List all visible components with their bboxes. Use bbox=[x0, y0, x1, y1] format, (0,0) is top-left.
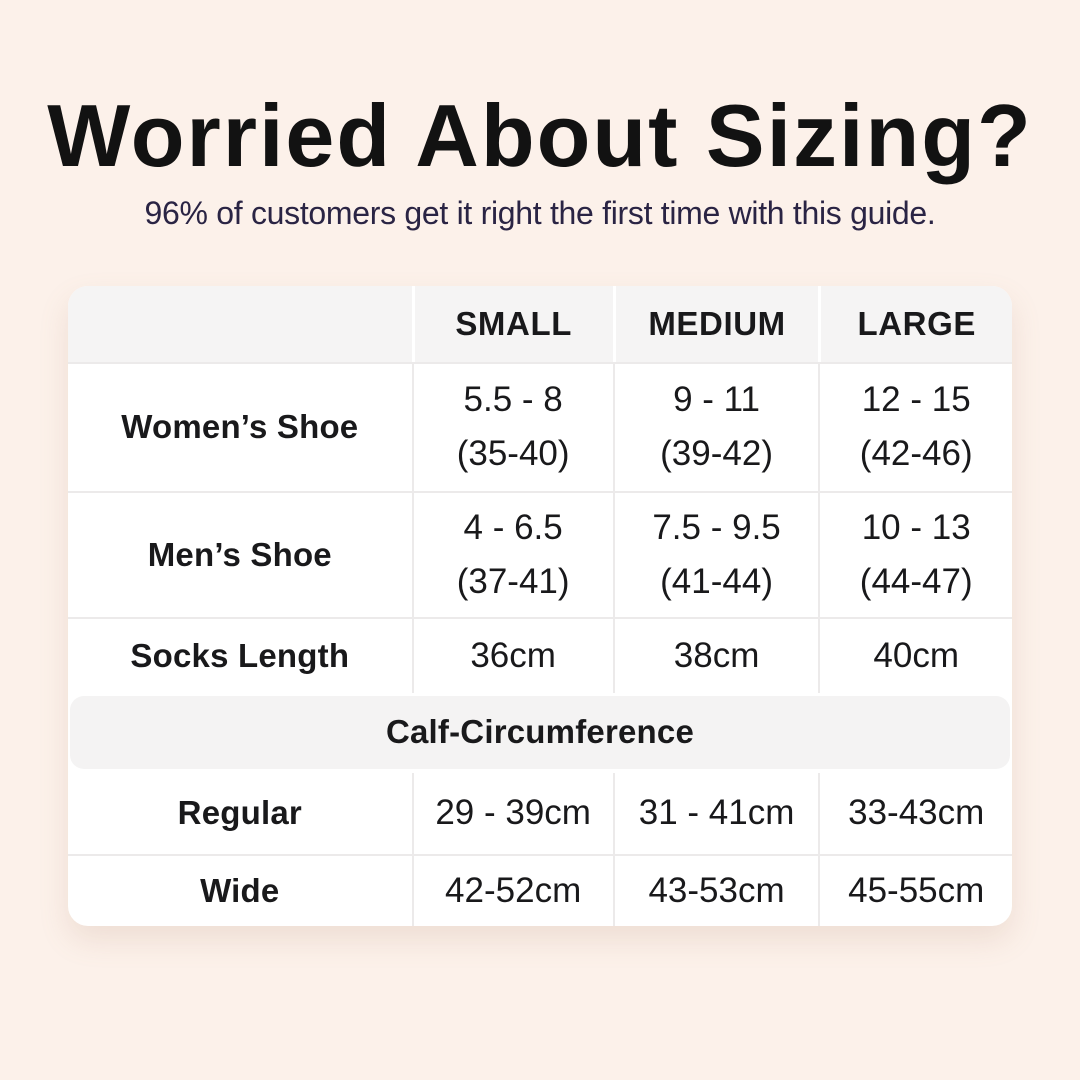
cell-socks-small: 36cm bbox=[411, 616, 613, 693]
cell-value-sub: (39-42) bbox=[660, 434, 773, 474]
col-header-medium: MEDIUM bbox=[612, 285, 819, 362]
calf-circumference-section-header: Calf-Circumference bbox=[70, 695, 1010, 769]
row-label-regular: Regular bbox=[177, 794, 302, 832]
cell-socks-large: 40cm bbox=[818, 616, 1012, 693]
row-label-socks-length: Socks Length bbox=[68, 616, 412, 693]
cell-value-main: 10 - 13 bbox=[861, 507, 971, 547]
page-title: Worried About Sizing? bbox=[47, 86, 1033, 185]
cell-value-main: 9 - 11 bbox=[673, 380, 761, 420]
cell-value-main: 5.5 - 8 bbox=[463, 380, 563, 420]
cell-mens-small: 4 - 6.5 (37-41) bbox=[411, 490, 613, 617]
cell-womens-medium: 9 - 11 (39-42) bbox=[612, 361, 819, 491]
cell-regular-medium: 31 - 41cm bbox=[612, 772, 819, 854]
col-header-small: SMALL bbox=[411, 285, 613, 362]
cell-value-main: 4 - 6.5 bbox=[463, 507, 563, 547]
row-label-mens-shoe: Men’s Shoe bbox=[68, 490, 412, 617]
size-guide-table: SMALL MEDIUM LARGE Women’s Shoe 5.5 - 8 … bbox=[68, 285, 1012, 926]
cell-value-sub: (42-46) bbox=[859, 434, 973, 474]
cell-regular-large: 33-43cm bbox=[818, 772, 1012, 854]
cell-value-sub: (44-47) bbox=[859, 561, 973, 601]
cell-mens-medium: 7.5 - 9.5 (41-44) bbox=[612, 490, 819, 617]
calf-circumference-section-row: Calf-Circumference bbox=[68, 693, 1012, 773]
row-label-womens-shoe: Women’s Shoe bbox=[68, 361, 412, 491]
cell-socks-medium: 38cm bbox=[612, 616, 819, 693]
cell-value-main: 12 - 15 bbox=[861, 380, 971, 420]
cell-wide-medium: 43-53cm bbox=[612, 853, 819, 926]
page-subtitle: 96% of customers get it right the first … bbox=[144, 194, 936, 231]
cell-value-sub: (41-44) bbox=[660, 561, 773, 601]
row-label-wide: Wide bbox=[68, 853, 412, 926]
cell-value-main: 7.5 - 9.5 bbox=[652, 507, 781, 547]
cell-mens-large: 10 - 13 (44-47) bbox=[818, 490, 1012, 617]
cell-womens-large: 12 - 15 (42-46) bbox=[818, 361, 1012, 491]
cell-value-sub: (37-41) bbox=[456, 561, 570, 601]
col-header-empty bbox=[68, 285, 412, 362]
cell-value-sub: (35-40) bbox=[456, 434, 570, 474]
cell-wide-large: 45-55cm bbox=[818, 853, 1012, 926]
cell-womens-small: 5.5 - 8 (35-40) bbox=[411, 361, 613, 491]
cell-wide-small: 42-52cm bbox=[411, 853, 613, 926]
col-header-large: LARGE bbox=[818, 285, 1012, 362]
cell-regular-small: 29 - 39cm bbox=[411, 772, 613, 854]
